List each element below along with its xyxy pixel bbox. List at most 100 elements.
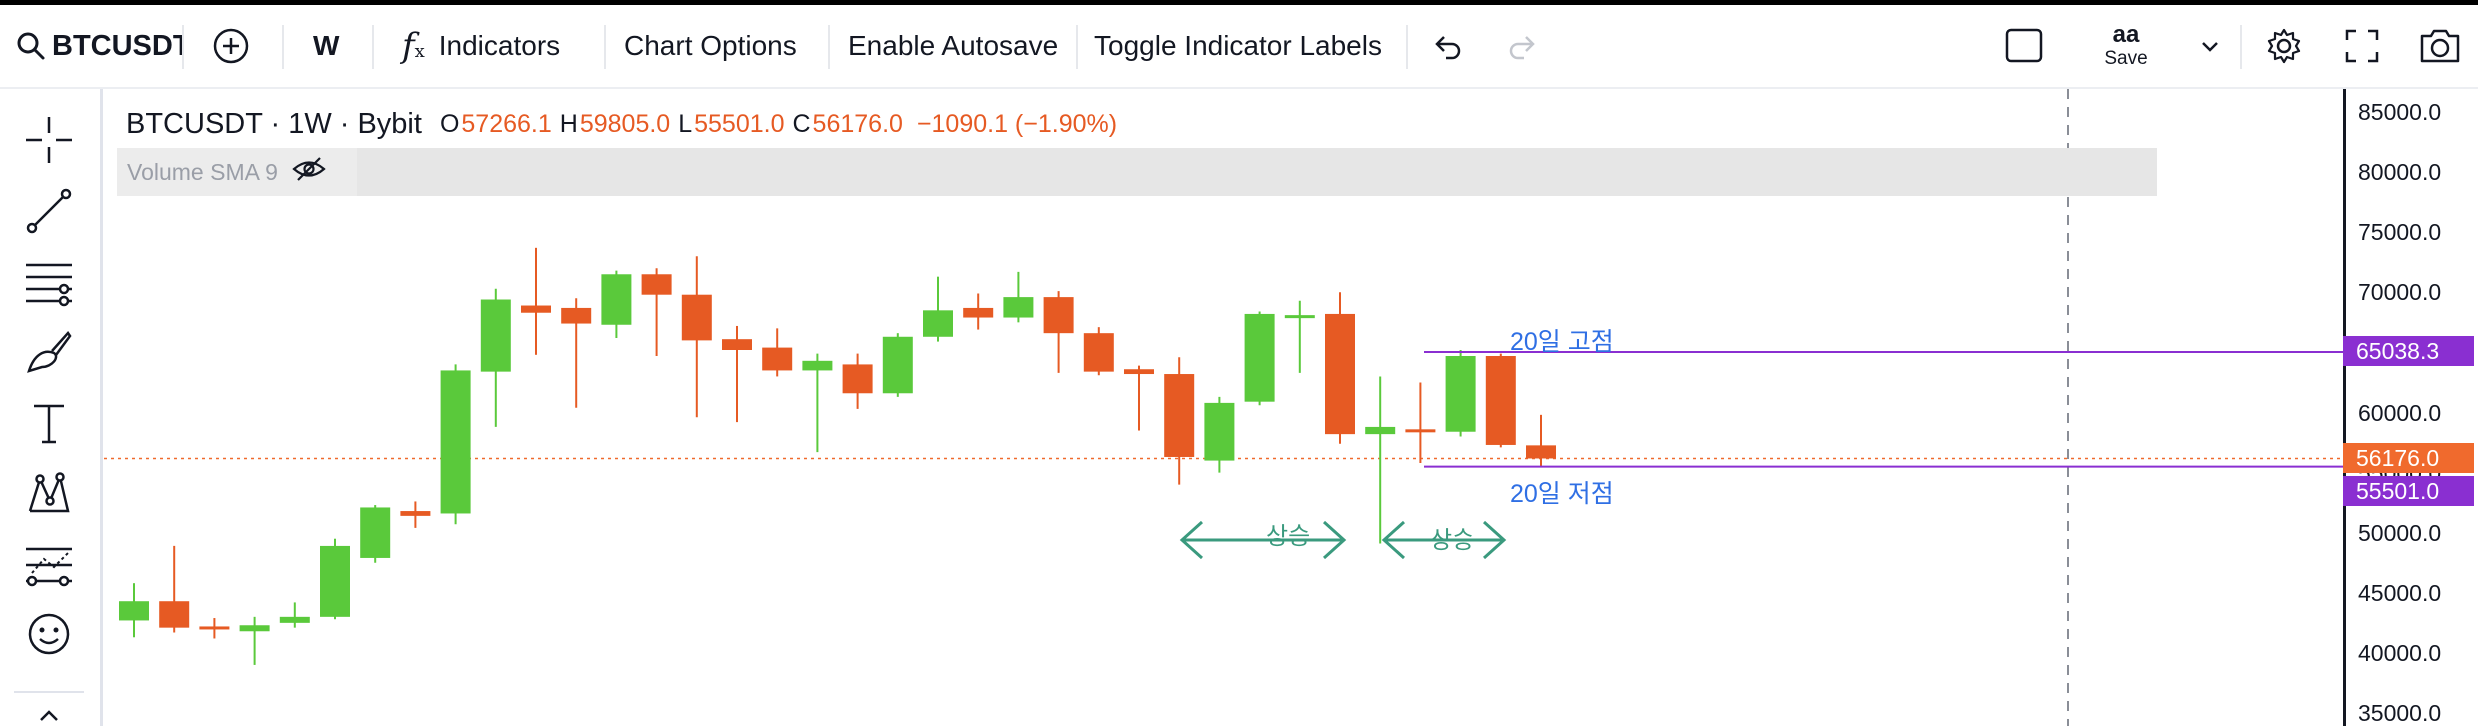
forecast-lines-icon xyxy=(26,547,72,587)
legend-close-key: C xyxy=(792,109,811,138)
fullscreen-icon xyxy=(2344,28,2380,64)
candle-body xyxy=(681,294,712,341)
fullscreen-button[interactable] xyxy=(2344,5,2380,87)
candle-body xyxy=(1244,313,1275,402)
price-axis[interactable] xyxy=(2343,89,2478,726)
symbol-label: BTCUSDT xyxy=(52,29,182,62)
candle-body xyxy=(923,310,953,337)
screenshot-button[interactable] xyxy=(2418,5,2462,87)
candle-body xyxy=(480,299,511,372)
chevron-up-icon xyxy=(40,710,58,721)
save-button[interactable]: aa Save xyxy=(2096,5,2156,87)
chevron-down-icon xyxy=(2198,34,2222,58)
candle-body xyxy=(1083,333,1114,372)
undo-button[interactable] xyxy=(1430,5,1464,87)
brush-tool[interactable] xyxy=(22,325,76,379)
prediction-tool[interactable] xyxy=(22,537,76,591)
enable-autosave-button[interactable]: Enable Autosave xyxy=(848,30,1059,61)
price-tick-label: 45000.0 xyxy=(2358,579,2442,606)
settings-button[interactable] xyxy=(2264,5,2304,87)
candle-body xyxy=(1325,313,1355,435)
toolbar-divider xyxy=(282,25,284,69)
candle-body xyxy=(119,601,149,621)
candle-body xyxy=(400,511,431,516)
candle-body xyxy=(963,307,994,318)
candle-body xyxy=(360,507,391,558)
interval-button[interactable]: W xyxy=(313,30,340,61)
candle-body xyxy=(641,274,672,295)
candle-body xyxy=(199,626,230,630)
toggle-indicator-labels-button[interactable]: Toggle Indicator Labels xyxy=(1094,30,1382,61)
candle-body xyxy=(320,545,350,617)
crosshair-icon xyxy=(26,117,72,163)
volume-indicator-label: Volume SMA 9 xyxy=(117,148,357,196)
chart-legend: BTCUSDT · 1W · Bybit O 57266.1 H 59805.0 L… xyxy=(126,106,1117,142)
toolbar-divider xyxy=(2240,25,2242,69)
price-tick-label: 80000.0 xyxy=(2358,159,2442,186)
search-icon xyxy=(16,31,46,61)
candle-body xyxy=(842,364,873,394)
emoji-tool[interactable] xyxy=(22,607,76,661)
trend-line-tool[interactable] xyxy=(22,184,76,238)
high-line-price-badge: 65038.3 xyxy=(2343,336,2474,366)
square-icon xyxy=(2004,26,2044,66)
undo-icon xyxy=(1430,29,1464,63)
toolbar-divider xyxy=(182,25,184,69)
price-tick-label: 60000.0 xyxy=(2358,399,2442,426)
fib-levels-tool[interactable] xyxy=(22,255,76,309)
candle-body xyxy=(722,339,752,350)
up-move-label-2: 상승 xyxy=(1430,527,1475,554)
volume-indicator-row[interactable]: Volume SMA 9 xyxy=(117,148,2157,196)
candle-body xyxy=(1485,356,1516,445)
price-tick-label: 35000.0 xyxy=(2358,700,2442,726)
price-tick-label: 75000.0 xyxy=(2358,219,2442,246)
drawing-toolbar xyxy=(0,89,103,726)
toolbar-divider xyxy=(372,25,374,69)
collapse-tools-button[interactable] xyxy=(22,697,76,725)
price-tick-label: 50000.0 xyxy=(2358,519,2442,546)
redo-icon xyxy=(1506,29,1540,63)
pattern-tool[interactable] xyxy=(22,467,76,521)
candle-body xyxy=(159,601,190,628)
window-top-border xyxy=(0,0,2478,5)
price-tick-label: 85000.0 xyxy=(2358,99,2442,125)
save-label: Save xyxy=(2104,48,2148,69)
price-tick-label: 70000.0 xyxy=(2358,279,2442,306)
layout-select-button[interactable] xyxy=(2004,5,2044,87)
eye-hidden-icon[interactable] xyxy=(292,156,326,188)
redo-button[interactable] xyxy=(1506,5,1540,87)
legend-close-value: 56176.0 xyxy=(812,109,903,138)
crosshair-tool[interactable] xyxy=(22,113,76,167)
top-toolbar: BTCUSDT W fx Indicators Chart Options En… xyxy=(0,5,2478,89)
toolbar-divider xyxy=(1076,25,1078,69)
current-price-badge: 56176.0 xyxy=(2343,443,2474,473)
text-tool[interactable] xyxy=(22,396,76,450)
high-20-label: 20일 고점 xyxy=(1510,328,1614,356)
candlestick-chart xyxy=(104,89,2344,726)
plus-circle-icon xyxy=(212,27,250,65)
candle-body xyxy=(440,370,471,514)
candle-body xyxy=(521,305,551,313)
candle-body xyxy=(1003,297,1034,318)
candle-body xyxy=(1284,315,1315,319)
candle-body xyxy=(561,307,592,324)
indicators-button[interactable]: fx Indicators xyxy=(402,5,560,87)
chart-options-button[interactable]: Chart Options xyxy=(624,30,797,61)
compare-symbol-button[interactable] xyxy=(212,5,250,87)
candle-body xyxy=(279,616,310,623)
toolbar-divider xyxy=(828,25,830,69)
camera-icon xyxy=(2418,26,2462,66)
candle-body xyxy=(1043,297,1074,334)
smiley-icon xyxy=(28,613,70,655)
indicators-label: Indicators xyxy=(438,30,561,61)
horizontal-lines-icon xyxy=(26,263,72,307)
function-fx-icon: fx xyxy=(402,26,425,66)
chart-pane[interactable] xyxy=(104,89,2344,726)
save-menu-dropdown[interactable] xyxy=(2198,5,2222,87)
low-line-price-badge: 55501.0 xyxy=(2343,476,2474,506)
candle-body xyxy=(1445,356,1476,432)
toolbar-divider xyxy=(604,25,606,69)
symbol-search[interactable]: BTCUSDT xyxy=(16,5,182,87)
trend-line-icon xyxy=(26,188,72,234)
candle-body xyxy=(601,274,632,325)
